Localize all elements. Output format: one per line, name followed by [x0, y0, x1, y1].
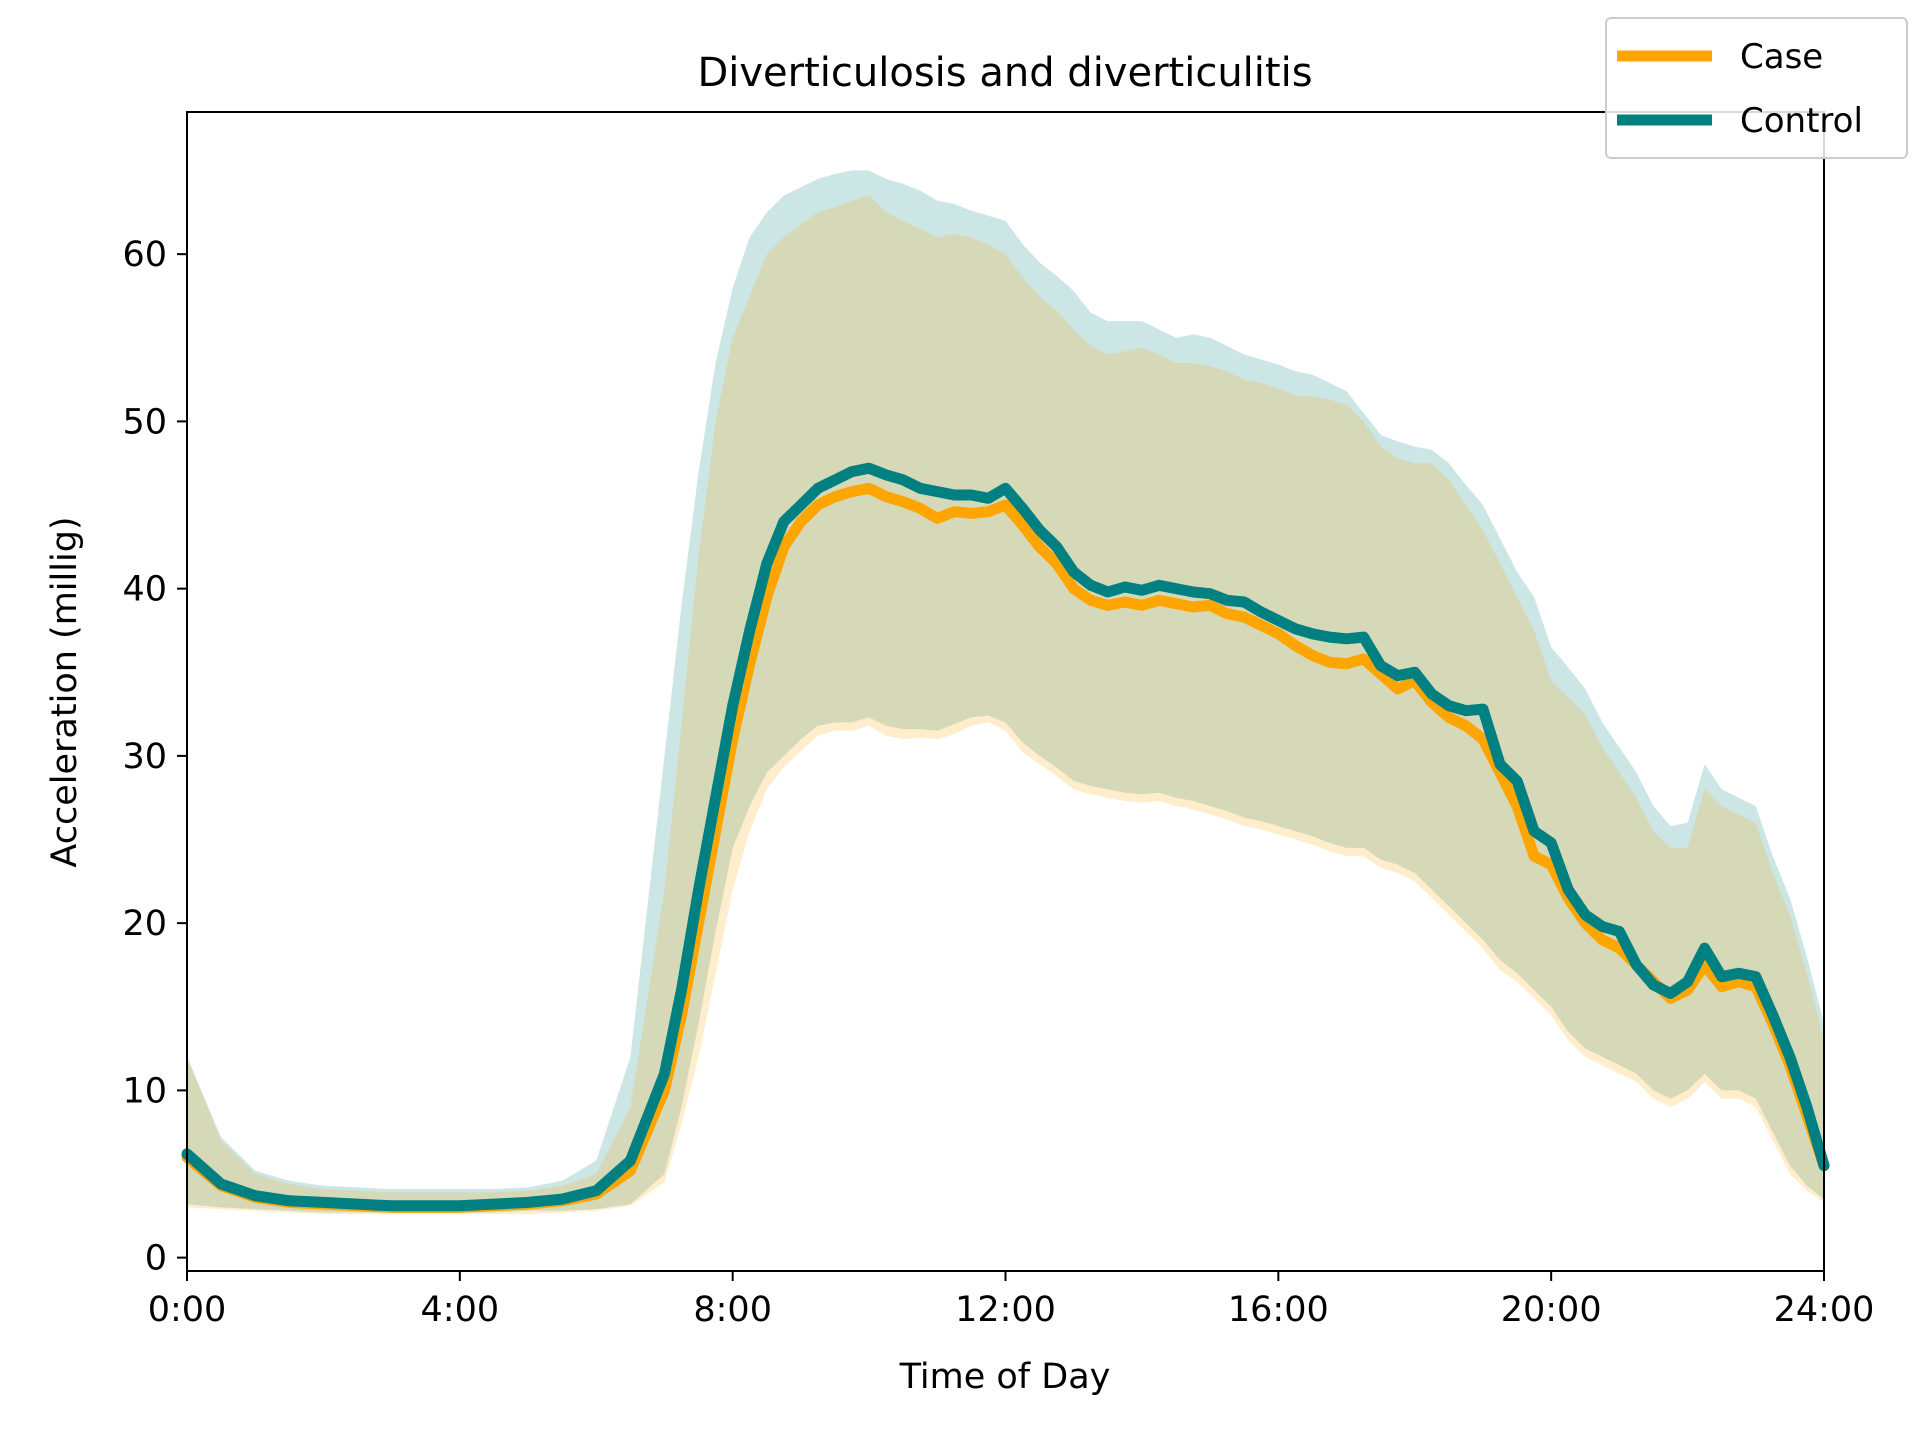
series-line-control: [181, 462, 1830, 1212]
y-tick-label: 60: [122, 235, 167, 275]
x-tick-label: 8:00: [693, 1290, 772, 1330]
x-axis-ticks: 0:00 4:00 8:00 12:00 16:00 20:00 24:00: [148, 1271, 1875, 1330]
band-case: [187, 195, 1824, 1215]
legend-case-label: Case: [1740, 37, 1823, 77]
x-tick-label: 16:00: [1228, 1290, 1329, 1330]
y-tick-label: 10: [122, 1071, 167, 1111]
y-tick-label: 0: [145, 1239, 167, 1279]
x-tick-label: 20:00: [1501, 1290, 1602, 1330]
x-tick-label: 12:00: [955, 1290, 1056, 1330]
x-tick-label: 24:00: [1774, 1290, 1875, 1330]
band-control: [187, 170, 1824, 1213]
confidence-bands: [187, 170, 1824, 1215]
y-tick-label: 50: [122, 402, 167, 442]
chart-title: Diverticulosis and diverticulitis: [697, 50, 1312, 96]
y-tick-label: 30: [122, 737, 167, 777]
legend-control-label: Control: [1740, 101, 1863, 141]
y-axis-label: Acceleration (millig): [45, 516, 85, 867]
x-tick-label: 0:00: [148, 1290, 227, 1330]
x-tick-label: 4:00: [421, 1290, 500, 1330]
y-tick-label: 40: [122, 570, 167, 610]
legend: Case Control: [1605, 17, 1908, 159]
series-lines: [181, 462, 1830, 1213]
x-axis-label: Time of Day: [899, 1357, 1111, 1397]
y-tick-label: 20: [122, 904, 167, 944]
y-axis-ticks: 0 10 20 30 40 50 60: [122, 235, 187, 1279]
